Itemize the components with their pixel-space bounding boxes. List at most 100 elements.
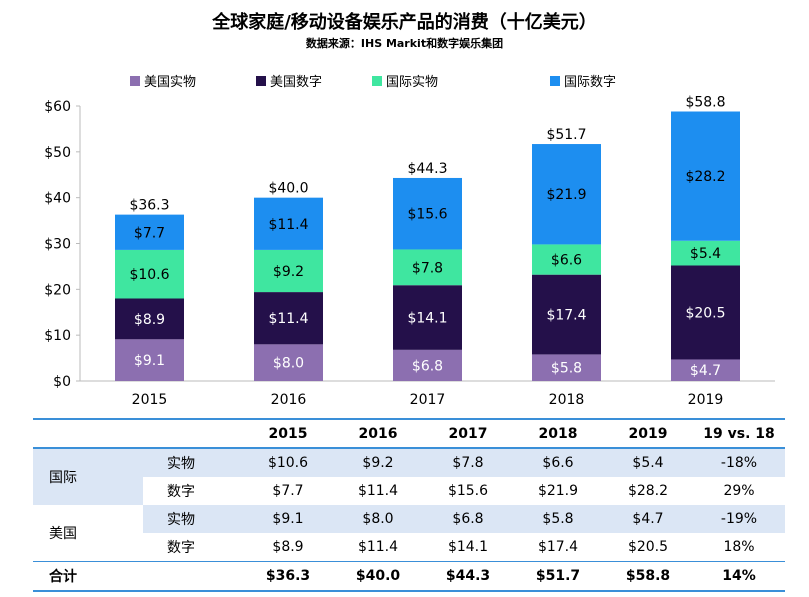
table-header-blank <box>143 418 243 449</box>
table-total-cell: $40.0 <box>333 561 423 592</box>
y-tick-label: $40 <box>44 191 71 207</box>
table-cell: 18% <box>723 539 755 555</box>
x-tick-label: 2019 <box>688 392 724 408</box>
table-header-blank <box>33 418 143 449</box>
bar-segment <box>115 249 184 299</box>
table-cell: $21.9 <box>537 483 579 499</box>
table-group-label: 国际 <box>33 448 143 505</box>
bar-total-label: $40.0 <box>268 181 308 197</box>
table-cell: $9.2 <box>333 448 423 477</box>
table-cell: $6.6 <box>513 448 603 477</box>
legend-item-us-physical: 美国实物 <box>130 71 196 90</box>
legend-item-intl-digital: 国际数字 <box>550 71 616 90</box>
table-cell: $6.8 <box>423 505 513 533</box>
bar-segment <box>532 244 601 275</box>
table-cell: -19% <box>693 505 785 533</box>
stacked-bar-chart: $0 $10 $20 $30 $40 $50 $60 $9.1 $8.9 $10.6 $7.7 $36… <box>44 95 775 408</box>
bar-segment-label: $11.4 <box>268 217 308 233</box>
table-cell: $14.1 <box>447 539 489 555</box>
bar-segment <box>671 359 740 381</box>
bar-segment <box>532 274 601 355</box>
table-cell: $5.8 <box>513 505 603 533</box>
bar-total-label: $36.3 <box>129 198 169 214</box>
table-cell: 29% <box>723 483 755 499</box>
bar-segment <box>115 298 184 340</box>
table-row-label: 数字 <box>167 484 195 500</box>
table-row: 数字 $8.9 $11.4 $14.1 $17.4 $20.5 18% <box>33 533 785 562</box>
chart-subtitle: 数据来源：IHS Markit和数字娱乐集团 <box>305 37 504 50</box>
bar-segment-label: $8.9 <box>134 312 165 328</box>
table-cell: -18% <box>693 448 785 477</box>
table-header-cell: 19 vs. 18 <box>693 418 785 449</box>
legend-swatch-intl-digital <box>550 75 560 86</box>
bar-total-label: $51.7 <box>546 127 586 143</box>
bar-segment-label: $17.4 <box>546 308 586 324</box>
bar-segment-label: $10.6 <box>129 267 169 283</box>
bar-segment-label: $14.1 <box>407 311 447 327</box>
table-row-label: 实物 <box>143 448 243 477</box>
y-tick-label: $10 <box>44 328 71 344</box>
legend-swatch-us-digital <box>256 75 266 86</box>
table-cell: $9.1 <box>243 505 333 533</box>
table-total-cell: 14% <box>693 561 785 592</box>
bar-segment-label: $11.4 <box>268 311 308 327</box>
x-tick-label: 2015 <box>132 392 168 408</box>
chart-title: 全球家庭/移动设备娱乐产品的消费（十亿美元） <box>212 12 597 33</box>
bar-segment <box>254 197 323 250</box>
legend-item-intl-physical: 国际实物 <box>372 71 438 90</box>
bar-segment <box>671 111 740 241</box>
table-header-cell: 2019 <box>603 418 693 449</box>
bar-segment-label: $4.7 <box>690 363 721 379</box>
table-group-label: 美国 <box>33 505 143 562</box>
bar-segment <box>254 292 323 345</box>
bar-segment <box>115 339 184 381</box>
table-total-cell: $36.3 <box>243 561 333 592</box>
bar-segment <box>115 214 184 250</box>
bar-segment <box>671 265 740 360</box>
bar-segment-label: $6.6 <box>551 253 582 269</box>
table-total-cell: $51.7 <box>513 561 603 592</box>
table-total-row: 合计 $36.3 $40.0 $44.3 $51.7 $58.8 14% <box>33 561 785 592</box>
bar-segment-label: $15.6 <box>407 207 447 223</box>
x-tick-label: 2018 <box>549 392 585 408</box>
bar-segment <box>532 354 601 381</box>
table-header-cell: 2016 <box>333 418 423 449</box>
legend-label-us-physical: 美国实物 <box>144 75 197 90</box>
bar-segment-label: $28.2 <box>685 169 725 185</box>
bar-segment-label: $5.4 <box>690 246 721 262</box>
legend-label-intl-digital: 国际数字 <box>564 75 617 90</box>
legend-label-intl-physical: 国际实物 <box>386 75 439 90</box>
y-tick-label: $50 <box>44 145 71 161</box>
table-cell: $7.7 <box>272 483 304 499</box>
table-cell: $7.8 <box>423 448 513 477</box>
bar-segment-label: $7.7 <box>134 225 165 241</box>
bar-segment <box>254 344 323 381</box>
table-cell: $11.4 <box>357 539 399 555</box>
bar-total-label: $44.3 <box>407 161 447 177</box>
table-cell: $8.0 <box>333 505 423 533</box>
table-cell: $15.6 <box>447 483 489 499</box>
x-tick-label: 2017 <box>410 392 446 408</box>
y-tick-label: $20 <box>44 282 71 298</box>
y-tick-label: $30 <box>44 237 71 253</box>
table-header-cell: 2018 <box>513 418 603 449</box>
table-row: 国际 实物 $10.6 $9.2 $7.8 $6.6 $5.4 -18% <box>33 448 785 505</box>
bar-segment <box>254 249 323 293</box>
table-total-cell: $44.3 <box>423 561 513 592</box>
table-header-cell: 2017 <box>423 418 513 449</box>
table-total-label: 合计 <box>33 561 243 592</box>
bar-segment-label: $9.2 <box>273 264 304 280</box>
bar-segment-label: $6.8 <box>412 358 443 374</box>
bar-total-label: $58.8 <box>685 95 725 111</box>
bar-segment <box>393 349 462 381</box>
y-tick-label: $0 <box>53 374 71 390</box>
table-total-cell: $58.8 <box>603 561 693 592</box>
table-row: 美国 实物 $9.1 $8.0 $6.8 $5.8 $4.7 -19% <box>33 505 785 562</box>
table-header-row: 2015 2016 2017 2018 2019 19 vs. 18 <box>33 418 785 449</box>
table-row: 数字 $7.7 $11.4 $15.6 $21.9 $28.2 29% <box>33 477 785 505</box>
table-cell: $10.6 <box>243 448 333 477</box>
table-row-label: 实物 <box>143 505 243 533</box>
bar-segment <box>671 240 740 266</box>
chart-legend: 美国实物 美国数字 国际实物 国际数字 <box>130 71 650 90</box>
bar-segment-label: $20.5 <box>685 305 725 321</box>
